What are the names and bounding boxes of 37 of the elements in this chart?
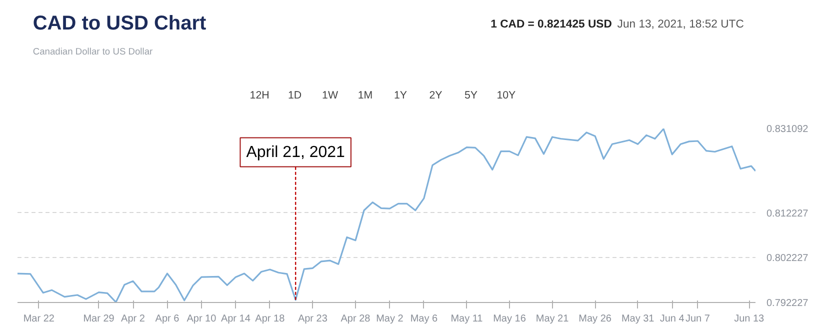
x-tick-label: May 31	[621, 314, 655, 324]
text: 10Y	[496, 90, 516, 102]
x-tick-label: Apr 2	[121, 314, 146, 324]
x-tick-label: Apr 6	[155, 314, 180, 324]
text: 1 CAD = 0.821425 USD	[490, 18, 612, 30]
y-tick-label: 0.802227	[766, 253, 809, 264]
text: 1Y	[394, 90, 408, 102]
text: 1D	[288, 90, 302, 102]
chart-title: CAD to USD Chart	[32, 12, 207, 34]
x-tick-label: Mar 22	[23, 314, 55, 324]
y-tick-label: 0.812227	[766, 208, 809, 220]
x-tick-label: Apr 28	[340, 314, 371, 324]
text: 1W	[322, 90, 339, 102]
y-tick-label: 0.792227	[766, 298, 809, 309]
x-tick-label: Mar 29	[83, 314, 115, 324]
x-tick-label: Apr 18	[255, 314, 286, 324]
x-tick-label: Apr 10	[186, 314, 217, 324]
x-tick-label: May 11	[450, 314, 484, 324]
line-series	[18, 128, 756, 302]
x-tick-label: May 21	[536, 314, 570, 324]
text: Jun 13, 2021, 18:52 UTC	[617, 18, 744, 30]
chart-subtitle: Canadian Dollar to US Dollar	[32, 46, 153, 56]
y-tick-label: 0.831092	[766, 124, 809, 135]
x-tick-label: Jun 13	[734, 314, 765, 324]
x-tick-label: May 2	[376, 314, 404, 324]
text: 12H	[250, 90, 270, 102]
x-tick-label: Apr 23	[298, 314, 328, 324]
annotation: April 21, 2021	[246, 144, 346, 161]
x-tick-label: Jun 7	[686, 314, 710, 324]
text: 2Y	[429, 90, 442, 102]
text: 5Y	[464, 90, 478, 102]
x-tick-label: May 6	[410, 314, 438, 324]
x-tick-label: May 26	[578, 314, 612, 324]
x-tick-label: Apr 14	[220, 314, 251, 324]
text: 1M	[358, 90, 373, 102]
x-tick-label: May 16	[493, 314, 526, 324]
x-tick-label: Jun 4	[660, 314, 685, 324]
